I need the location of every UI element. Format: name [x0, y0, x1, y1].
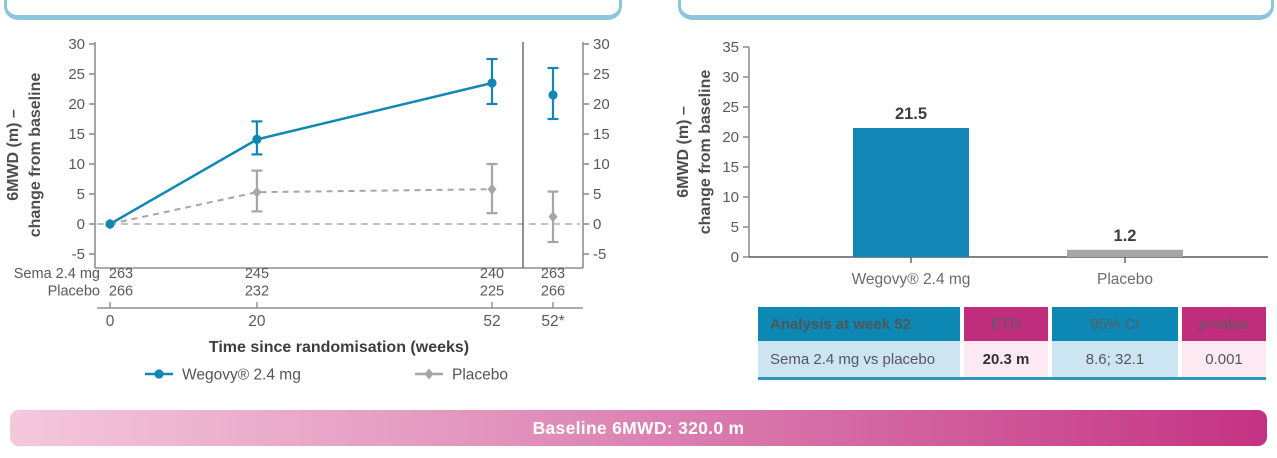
- svg-text:20: 20: [248, 313, 266, 330]
- y-axis: 35 30 25 20 15 10 5 0: [722, 39, 750, 266]
- svg-text:Placebo: Placebo: [452, 367, 508, 384]
- x-axis: 0 20 52 52*: [97, 302, 583, 330]
- svg-text:52*: 52*: [541, 313, 564, 330]
- svg-text:0: 0: [77, 216, 85, 233]
- svg-text:-5: -5: [593, 246, 606, 263]
- svg-text:20: 20: [68, 96, 85, 113]
- category-label: Wegovy® 2.4 mg: [852, 271, 971, 288]
- svg-text:15: 15: [68, 126, 85, 143]
- svg-text:25: 25: [68, 66, 85, 83]
- svg-text:30: 30: [68, 36, 85, 53]
- svg-text:25: 25: [593, 66, 610, 83]
- bar-value-label: 21.5: [895, 105, 927, 123]
- left-panel-border: [4, 0, 622, 20]
- table-cell-pvalue: 0.001: [1182, 341, 1266, 377]
- svg-text:10: 10: [722, 189, 739, 206]
- placebo-bar: 1.2 Placebo: [1067, 227, 1183, 288]
- svg-text:20: 20: [593, 96, 610, 113]
- svg-text:263: 263: [541, 266, 565, 282]
- svg-text:-5: -5: [72, 246, 85, 263]
- svg-text:240: 240: [480, 266, 504, 282]
- svg-text:52: 52: [483, 313, 500, 330]
- y-axis-title: 6MWD (m) – change from baseline: [675, 70, 714, 235]
- svg-text:0: 0: [106, 313, 115, 330]
- svg-text:0: 0: [593, 216, 601, 233]
- svg-text:5: 5: [77, 186, 85, 203]
- y-axis-title: 6MWD (m) – change from baseline: [5, 73, 44, 238]
- svg-text:Placebo: Placebo: [48, 284, 100, 300]
- right-panel-border: [678, 0, 1274, 20]
- svg-text:5: 5: [593, 186, 601, 203]
- svg-text:5: 5: [731, 219, 739, 236]
- wegovy-series: [105, 57, 559, 229]
- right-chart: 35 30 25 20 15 10 5 0 21.5 Wegovy® 2.4 mg 1.2 Place…: [675, 39, 1268, 288]
- svg-text:266: 266: [541, 284, 565, 300]
- svg-text:change from baseline: change from baseline: [697, 70, 714, 235]
- svg-text:Sema 2.4 mg: Sema 2.4 mg: [14, 266, 100, 282]
- table-header-pvalue: p-value: [1182, 307, 1266, 341]
- svg-text:0: 0: [731, 249, 739, 266]
- table-header-etd: ETD: [964, 307, 1048, 341]
- svg-text:263: 263: [109, 266, 133, 282]
- svg-text:10: 10: [593, 156, 610, 173]
- svg-text:25: 25: [722, 99, 739, 116]
- bar-value-label: 1.2: [1114, 227, 1137, 245]
- svg-text:6MWD (m) –: 6MWD (m) –: [5, 109, 22, 201]
- svg-text:15: 15: [722, 159, 739, 176]
- table-cell-etd: 20.3 m: [964, 341, 1048, 377]
- svg-text:266: 266: [109, 284, 133, 300]
- legend: Wegovy® 2.4 mg Placebo: [145, 367, 508, 384]
- svg-text:30: 30: [593, 36, 610, 53]
- svg-text:10: 10: [68, 156, 85, 173]
- svg-text:6MWD (m) –: 6MWD (m) –: [675, 106, 692, 198]
- svg-text:change from baseline: change from baseline: [27, 73, 44, 238]
- svg-text:15: 15: [593, 126, 610, 143]
- table-cell-comparison: Sema 2.4 mg vs placebo: [758, 341, 960, 377]
- x-axis-title: Time since randomisation (weeks): [209, 339, 469, 356]
- svg-text:35: 35: [722, 39, 739, 56]
- n-counts: Sema 2.4 mg 263 245 240 263 Placebo 266 232 225 2…: [14, 266, 565, 300]
- svg-text:232: 232: [245, 284, 269, 300]
- left-chart: 30 30 25 25 20 20 15 15 10 10 5 5 0 0 -5 -5 Sema 2.4 mg 2…: [5, 36, 610, 384]
- baseline-banner: Baseline 6MWD: 320.0 m: [10, 410, 1267, 446]
- analysis-table: Analysis at week 52 ETD 95% CI p-value S…: [758, 307, 1266, 380]
- placebo-series: [105, 162, 559, 244]
- svg-text:Wegovy® 2.4 mg: Wegovy® 2.4 mg: [182, 367, 301, 384]
- table-cell-ci: 8.6; 32.1: [1052, 341, 1178, 377]
- y-axes: 30 30 25 25 20 20 15 15 10 10 5 5 0 0 -5 -5: [68, 36, 610, 269]
- svg-text:30: 30: [722, 69, 739, 86]
- svg-text:20: 20: [722, 129, 739, 146]
- wegovy-bar: 21.5 Wegovy® 2.4 mg: [852, 105, 971, 288]
- table-header-analysis: Analysis at week 52: [758, 307, 960, 341]
- category-label: Placebo: [1097, 271, 1153, 288]
- svg-text:245: 245: [245, 266, 269, 282]
- pvalue-label: p-value: [1199, 315, 1249, 333]
- svg-text:225: 225: [480, 284, 504, 300]
- table-header-ci: 95% CI: [1052, 307, 1178, 341]
- baseline-banner-text: Baseline 6MWD: 320.0 m: [532, 417, 745, 438]
